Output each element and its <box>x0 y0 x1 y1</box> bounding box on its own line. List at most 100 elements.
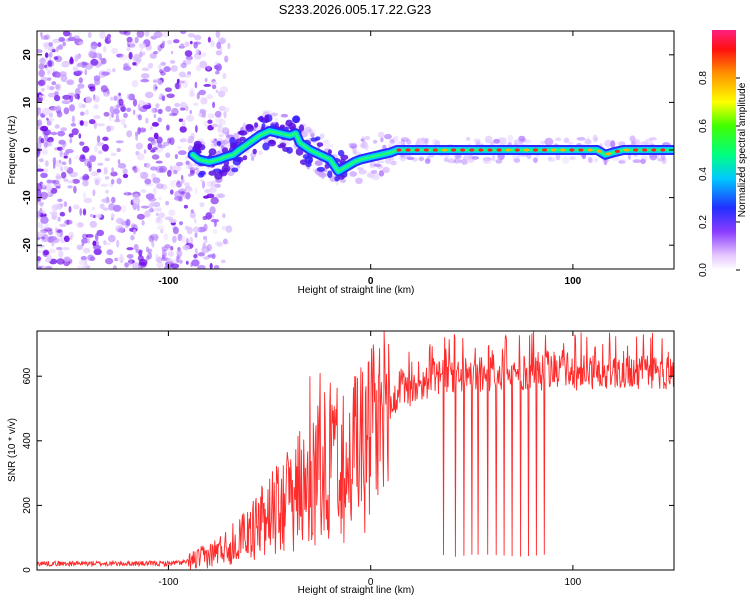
spectral-blob <box>153 142 159 149</box>
spectral-blob <box>44 160 49 167</box>
spectral-blob <box>137 103 141 111</box>
spectral-blob <box>96 123 106 127</box>
spectral-blob <box>242 155 248 161</box>
spectral-blob <box>160 61 166 66</box>
spectral-blob <box>183 204 188 209</box>
spectral-blob <box>576 137 586 141</box>
spectral-blob <box>380 137 384 143</box>
spectral-blob <box>223 107 230 113</box>
spectral-blob <box>172 226 179 235</box>
spectral-blob <box>314 160 323 167</box>
snr-axes: -100 0 100 0 200 400 600 <box>22 331 674 588</box>
spectral-blob <box>133 243 139 251</box>
spectral-blob <box>132 228 137 235</box>
spectral-blob <box>156 216 161 223</box>
spectral-blob <box>174 82 182 90</box>
spectral-blob <box>128 258 133 266</box>
spectral-blob <box>55 185 61 189</box>
spectral-blob <box>53 105 62 111</box>
spectral-blob <box>176 78 180 84</box>
spectral-blob <box>193 102 199 107</box>
spectral-blob <box>104 176 110 180</box>
spectral-blob <box>47 188 51 196</box>
spectral-blob <box>40 172 48 178</box>
spectral-blob <box>495 159 503 164</box>
spectral-blob <box>63 178 69 182</box>
spectral-blob <box>94 178 100 186</box>
spectral-blob <box>87 32 92 38</box>
spectral-blob <box>144 31 150 37</box>
spectral-blob <box>461 158 467 166</box>
spectral-blob <box>60 74 68 83</box>
spectral-blob <box>99 31 106 39</box>
ridge-peak <box>605 152 611 156</box>
spectral-blob <box>157 117 162 123</box>
spectral-blob <box>358 169 367 175</box>
spectral-blob <box>218 123 222 128</box>
spectral-blob <box>37 119 42 126</box>
spectral-blob <box>524 139 532 144</box>
spectral-blob <box>100 198 109 203</box>
spectral-blob <box>164 216 174 221</box>
spectral-blob <box>170 65 178 72</box>
spectral-blob <box>120 106 127 112</box>
spectral-blob <box>126 93 133 101</box>
spectral-blob <box>100 183 109 187</box>
ridge-peak <box>405 148 411 152</box>
spectral-blob <box>50 131 58 136</box>
spectral-blob <box>51 204 58 212</box>
spectral-blob <box>51 242 55 247</box>
spectral-blob <box>137 265 142 269</box>
spectral-blob <box>190 209 194 214</box>
spectral-blob <box>66 79 75 86</box>
spectral-blob <box>111 179 115 185</box>
spectral-blob <box>60 166 63 172</box>
spectral-blob <box>106 249 114 256</box>
spectral-blob <box>40 228 49 234</box>
spectral-blob <box>138 51 143 58</box>
spectral-blob <box>258 150 263 156</box>
spectral-blob <box>190 163 197 167</box>
spectral-blob <box>57 130 66 137</box>
spectral-blob <box>104 157 111 162</box>
spectral-blob <box>62 94 71 100</box>
ridge-peak <box>505 148 511 152</box>
spectral-blob <box>170 179 178 188</box>
spectral-blob <box>76 70 83 74</box>
spectral-blob <box>204 188 211 194</box>
snr-plot-area <box>37 331 674 570</box>
spectral-blob <box>81 241 85 247</box>
spectral-blob <box>106 33 112 39</box>
spectral-blob <box>252 148 257 155</box>
spectral-blob <box>189 211 196 219</box>
spectral-blob <box>169 60 176 64</box>
spectral-blob <box>189 167 196 174</box>
spectral-blob <box>40 32 43 37</box>
spectral-blob <box>212 101 216 109</box>
spectral-blob <box>164 87 172 92</box>
spectral-blob <box>87 254 94 261</box>
spectral-blob <box>208 148 217 156</box>
spectral-blob <box>279 124 285 130</box>
spectral-blob <box>151 240 155 248</box>
ridge-peak <box>642 148 648 152</box>
spectral-blob <box>194 187 198 195</box>
spectral-blob <box>316 166 326 172</box>
spectral-blob <box>76 222 84 228</box>
spectral-blob <box>540 140 546 145</box>
spectral-blob <box>219 86 229 94</box>
colorbar-tick-label: 0.0 <box>698 263 709 277</box>
spectral-blob <box>96 168 102 173</box>
spectral-blob <box>168 113 178 117</box>
spectral-blob <box>37 147 41 155</box>
spectral-blob <box>220 38 226 45</box>
spectral-blob <box>164 244 171 249</box>
spectral-blob <box>304 126 312 133</box>
spectral-blob <box>147 248 153 253</box>
spectral-blob <box>93 115 101 120</box>
spectral-blob <box>137 203 140 212</box>
spectral-blob <box>482 158 492 165</box>
spectral-blob <box>90 171 99 177</box>
spectral-blob <box>207 36 211 43</box>
